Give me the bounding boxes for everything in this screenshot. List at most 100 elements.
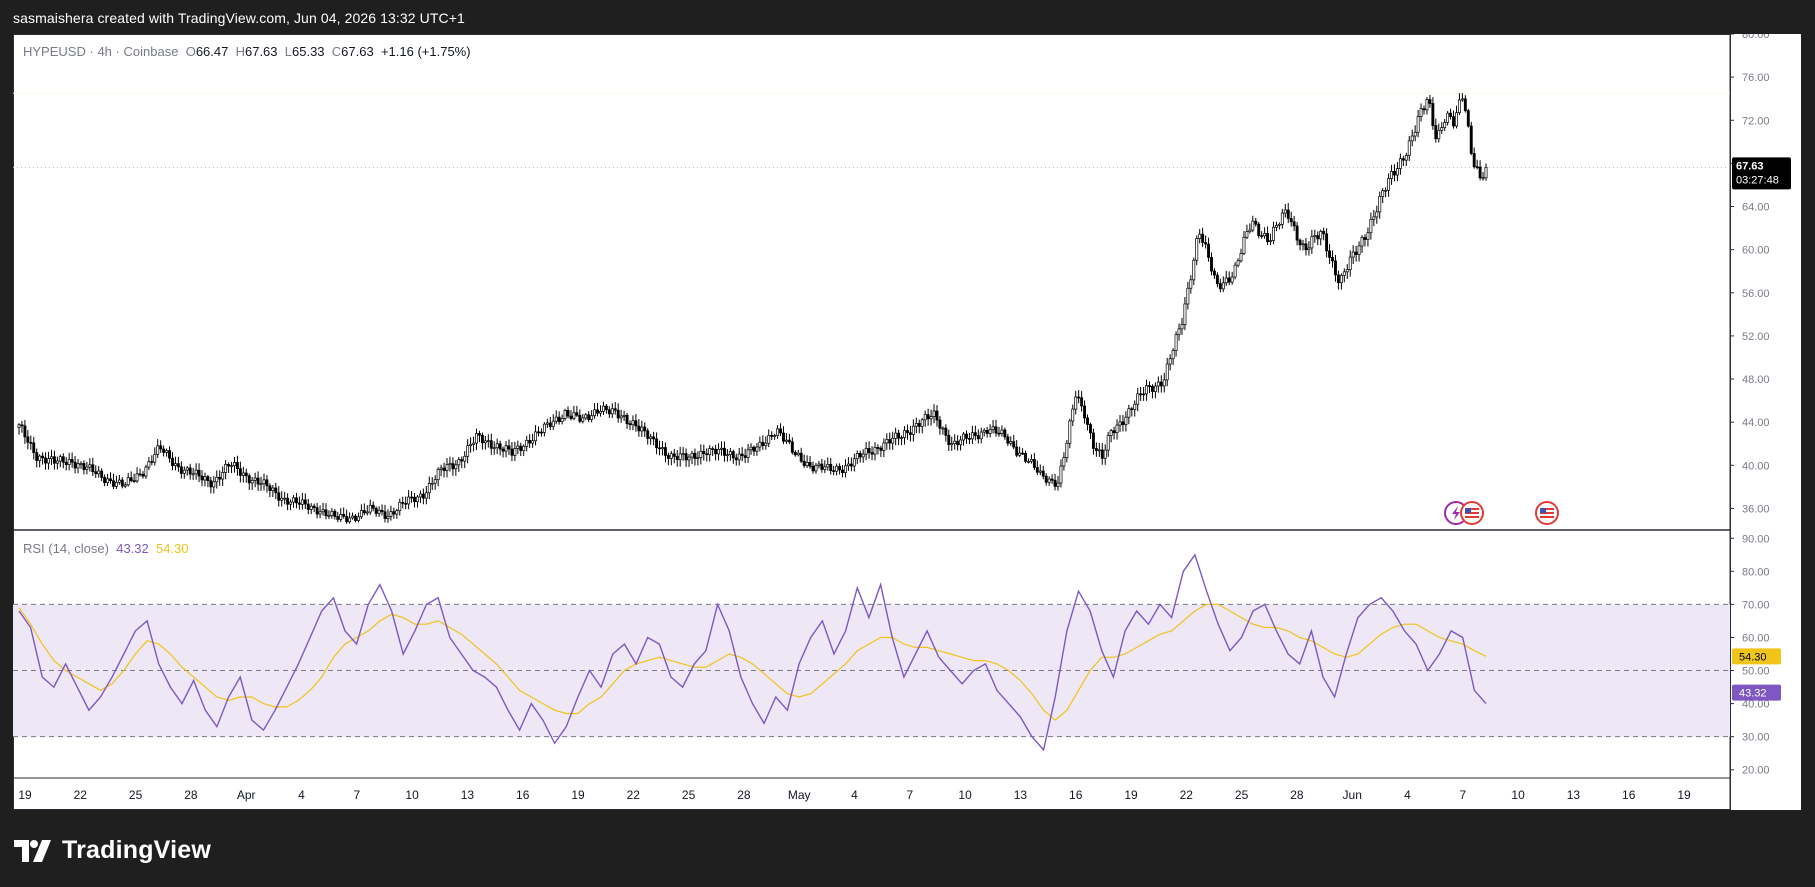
- time-tick-label: 16: [516, 788, 530, 802]
- candle: [44, 452, 48, 470]
- candle: [203, 472, 207, 487]
- candle: [1186, 281, 1190, 310]
- candle: [268, 483, 272, 498]
- candle: [156, 439, 160, 458]
- time-tick-label: 25: [129, 788, 143, 802]
- candle: [445, 458, 449, 478]
- candle: [368, 499, 372, 515]
- tradingview-logo-icon: [14, 839, 51, 862]
- candle: [982, 428, 986, 437]
- candle: [569, 410, 573, 421]
- candle: [776, 425, 780, 439]
- candle: [466, 439, 470, 464]
- candle: [684, 448, 688, 467]
- candle: [227, 462, 231, 473]
- candle: [1121, 415, 1125, 432]
- candle: [941, 426, 945, 435]
- candle: [306, 498, 310, 515]
- candle: [1437, 123, 1441, 143]
- candle: [699, 444, 703, 465]
- candle: [176, 456, 180, 472]
- candle: [348, 512, 352, 524]
- us-flag-icon[interactable]: [1460, 501, 1484, 525]
- rsi-legend[interactable]: RSI (14, close) 43.32 54.30: [23, 541, 189, 556]
- candle: [1115, 419, 1119, 440]
- legend-sep: ·: [89, 44, 94, 59]
- candle: [616, 403, 620, 423]
- candle: [1336, 270, 1340, 290]
- rsi-tick-label: 80.00: [1742, 566, 1770, 578]
- candle: [1221, 276, 1225, 293]
- candle: [906, 424, 909, 440]
- candle: [755, 443, 759, 456]
- legend-low-value: 65.33: [292, 44, 325, 59]
- candle: [1443, 118, 1447, 131]
- candle: [725, 449, 729, 462]
- us-flag-icon[interactable]: [1535, 501, 1559, 525]
- candle: [764, 436, 768, 450]
- candle: [634, 414, 638, 432]
- candle: [846, 457, 850, 471]
- candle: [596, 402, 599, 417]
- candle: [489, 433, 493, 455]
- candle: [454, 460, 458, 476]
- candle: [1012, 434, 1016, 450]
- candle: [1015, 439, 1019, 458]
- chart-header: sasmaishera created with TradingView.com…: [13, 10, 465, 26]
- candle: [1112, 426, 1116, 440]
- candle: [604, 404, 608, 414]
- candle: [194, 463, 198, 480]
- candle: [728, 447, 732, 461]
- candle: [1310, 229, 1314, 254]
- candle: [421, 488, 425, 505]
- candle: [289, 499, 293, 511]
- candle: [681, 447, 685, 461]
- candle: [365, 505, 369, 516]
- candle: [460, 456, 464, 469]
- candle: [1201, 227, 1205, 248]
- candle: [1029, 454, 1033, 464]
- candle: [179, 461, 183, 479]
- candle: [1151, 384, 1154, 399]
- tradingview-logo[interactable]: TradingView: [14, 836, 211, 865]
- candle: [483, 435, 487, 450]
- candle: [235, 455, 239, 476]
- candle: [655, 432, 659, 455]
- candle: [867, 441, 871, 459]
- time-tick-label: 4: [298, 788, 305, 802]
- candle: [451, 457, 455, 476]
- symbol-legend[interactable]: HYPEUSD · 4h · Coinbase O66.47 H67.63 L6…: [23, 44, 471, 59]
- rsi-ma-legend-value: 54.30: [156, 541, 189, 556]
- candle: [841, 464, 844, 478]
- candle: [20, 420, 24, 433]
- candle: [926, 408, 930, 426]
- candle: [1283, 203, 1287, 218]
- candle: [309, 503, 313, 515]
- candle: [1478, 160, 1482, 181]
- candle: [970, 425, 974, 444]
- chart-canvas[interactable]: 80.0076.0072.0068.0064.0060.0056.0052.00…: [13, 34, 1801, 810]
- candle: [796, 449, 800, 457]
- candle: [50, 449, 53, 466]
- candle: [817, 460, 821, 469]
- candle: [1469, 121, 1473, 156]
- rsi-tick-label: 50.00: [1742, 666, 1770, 678]
- candle: [1089, 422, 1092, 439]
- candle: [253, 472, 257, 488]
- candle: [599, 405, 602, 417]
- candle: [1393, 164, 1396, 182]
- candle: [244, 468, 248, 483]
- price-tick-label: 76.00: [1742, 72, 1770, 84]
- candle: [1440, 122, 1444, 134]
- candle: [1455, 105, 1458, 129]
- candle: [1207, 237, 1210, 262]
- candle: [607, 406, 611, 418]
- candle: [1153, 382, 1157, 399]
- time-tick-label: 13: [461, 788, 475, 802]
- candle: [1210, 252, 1213, 276]
- candle: [953, 434, 957, 450]
- candle: [525, 435, 529, 452]
- chart-area[interactable]: 80.0076.0072.0068.0064.0060.0056.0052.00…: [13, 34, 1801, 810]
- candle: [513, 441, 517, 462]
- candle: [1035, 460, 1039, 475]
